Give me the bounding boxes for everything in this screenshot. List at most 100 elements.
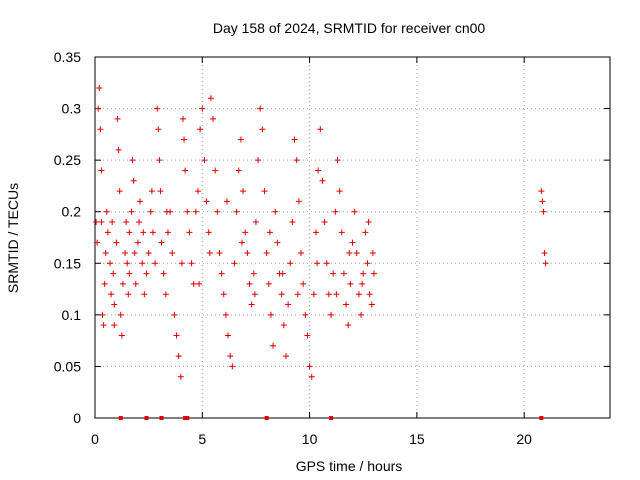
zero-value-marker: [159, 416, 164, 420]
data-point: [338, 229, 345, 236]
x-tick-label: 15: [409, 431, 425, 447]
data-point: [98, 167, 105, 174]
data-point: [336, 188, 343, 195]
data-point: [252, 219, 259, 226]
y-tick-label: 0.1: [62, 307, 82, 323]
data-point: [163, 208, 170, 215]
data-point: [227, 353, 234, 360]
data-point: [255, 157, 262, 164]
data-point: [272, 208, 279, 215]
data-point: [117, 311, 124, 318]
data-point: [298, 249, 304, 256]
data-point: [162, 291, 169, 298]
data-point: [203, 198, 210, 205]
data-point: [238, 239, 245, 246]
data-point: [220, 291, 227, 298]
data-point: [114, 115, 121, 122]
data-point: [250, 270, 257, 277]
data-point: [201, 157, 208, 164]
data-point: [216, 249, 223, 256]
data-point: [197, 126, 204, 133]
data-point: [278, 291, 285, 298]
data-point: [102, 249, 109, 256]
data-point: [111, 322, 118, 329]
data-point: [364, 260, 371, 267]
data-point: [280, 322, 287, 329]
data-point: [110, 270, 117, 277]
data-point: [94, 239, 101, 246]
y-tick-label: 0.15: [54, 255, 81, 271]
data-point: [99, 311, 106, 318]
data-point: [104, 229, 111, 236]
data-point: [330, 270, 337, 277]
data-point: [116, 188, 123, 195]
data-point: [218, 270, 225, 277]
data-point: [145, 249, 152, 256]
data-point: [310, 291, 317, 298]
data-point: [263, 249, 270, 256]
data-point: [171, 311, 178, 318]
zero-value-marker: [144, 416, 149, 420]
data-point: [370, 270, 377, 277]
data-point: [149, 229, 156, 236]
data-point: [539, 198, 546, 205]
data-point: [126, 229, 133, 236]
data-point: [346, 249, 353, 256]
data-point: [222, 311, 229, 318]
zero-value-marker: [264, 416, 269, 420]
data-point: [369, 249, 376, 256]
data-point: [223, 198, 230, 205]
data-point: [111, 301, 118, 308]
data-point: [240, 188, 247, 195]
data-point: [248, 301, 255, 308]
data-point: [540, 208, 547, 215]
y-axis-label: SRMTID / TECUs: [5, 183, 21, 293]
data-point: [158, 239, 165, 246]
data-point: [332, 208, 339, 215]
data-points: [93, 84, 549, 420]
data-point: [334, 157, 341, 164]
data-point: [319, 177, 326, 184]
data-point: [285, 301, 292, 308]
grid-lines: [95, 57, 610, 418]
data-point: [345, 322, 352, 329]
data-point: [333, 291, 340, 298]
data-point: [266, 229, 273, 236]
data-point: [173, 332, 180, 339]
data-point: [206, 249, 213, 256]
data-point: [178, 260, 185, 267]
data-point: [214, 208, 221, 215]
data-point: [235, 167, 242, 174]
data-point: [143, 270, 150, 277]
data-point: [538, 188, 545, 195]
data-point: [160, 270, 167, 277]
data-point: [541, 249, 548, 256]
data-point: [207, 95, 214, 102]
data-point: [125, 291, 132, 298]
data-point: [321, 219, 328, 226]
data-point: [205, 229, 212, 236]
data-point: [195, 188, 201, 195]
data-point: [368, 301, 375, 308]
data-point: [139, 260, 146, 267]
data-point: [274, 239, 281, 246]
data-point: [233, 208, 240, 215]
data-point: [137, 198, 144, 205]
data-point: [362, 229, 369, 236]
data-point: [542, 260, 549, 267]
data-point: [300, 280, 307, 287]
data-point: [147, 208, 154, 215]
data-point: [365, 219, 372, 226]
zero-value-marker: [329, 416, 334, 420]
data-point: [177, 373, 184, 380]
data-point: [308, 373, 315, 380]
data-point: [134, 239, 141, 246]
data-point: [154, 105, 161, 112]
data-point: [306, 363, 313, 370]
data-point: [188, 260, 195, 267]
chart-title: Day 158 of 2024, SRMTID for receiver cn0…: [213, 20, 486, 36]
data-point: [113, 239, 120, 246]
data-point: [130, 177, 137, 184]
data-point: [115, 146, 122, 153]
